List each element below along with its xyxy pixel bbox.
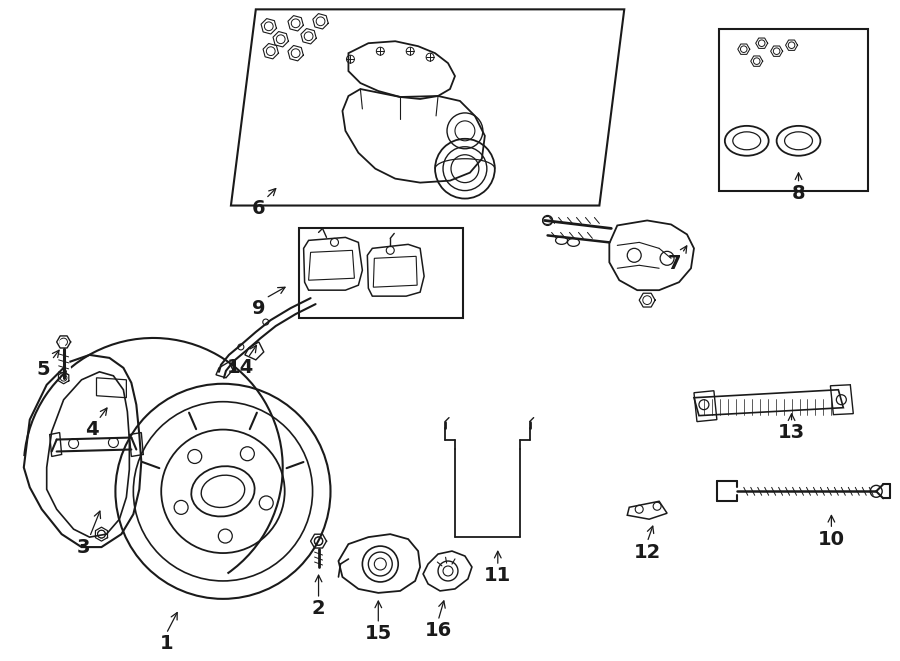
Text: 11: 11 [484,566,511,586]
Text: 5: 5 [37,360,50,379]
Text: 1: 1 [159,634,173,653]
Text: 4: 4 [85,420,98,439]
Text: 10: 10 [818,529,845,549]
Text: 2: 2 [311,600,326,618]
Text: 3: 3 [76,537,90,557]
Bar [719,29,868,190]
Text: 9: 9 [252,299,266,317]
Text: 13: 13 [778,423,806,442]
Bar [299,229,463,318]
Text: 6: 6 [252,199,266,218]
Text: 16: 16 [425,621,452,641]
Text: 14: 14 [228,358,255,377]
Text: 15: 15 [364,624,392,643]
Text: 7: 7 [667,254,680,273]
Text: 8: 8 [792,184,806,203]
Text: 12: 12 [634,543,661,562]
